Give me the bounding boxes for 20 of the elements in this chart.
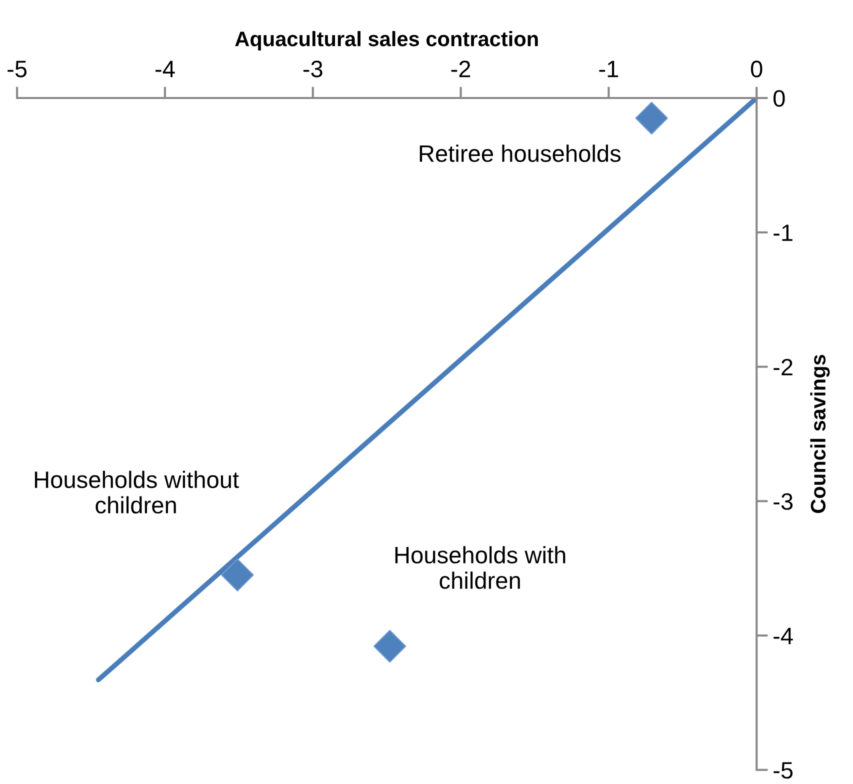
point — [373, 630, 406, 663]
x-tick-label: -4 — [156, 60, 175, 78]
x-tick-label: 0 — [750, 60, 762, 78]
y-tick-label: -2 — [774, 358, 792, 376]
y-tick-label: -5 — [774, 762, 793, 779]
point — [635, 102, 668, 135]
y-axis-title: Council savings — [810, 354, 830, 513]
x-tick-label: -5 — [8, 60, 27, 78]
y-tick-label: -1 — [774, 224, 792, 241]
annotation: Households with children — [395, 546, 566, 589]
point — [221, 558, 254, 592]
y-tick-label: -3 — [774, 493, 793, 510]
y-tick-label: -4 — [774, 628, 793, 644]
annotation: Retiree households — [420, 144, 621, 162]
annotation: Households without children — [34, 470, 239, 514]
x-tick-label: -3 — [303, 60, 322, 78]
x-tick-label: -1 — [599, 60, 618, 78]
y-tick-label: 0 — [774, 90, 785, 107]
x-axis-title: Aquacultural sales contraction — [235, 31, 538, 50]
x-tick-label: -2 — [451, 60, 470, 78]
